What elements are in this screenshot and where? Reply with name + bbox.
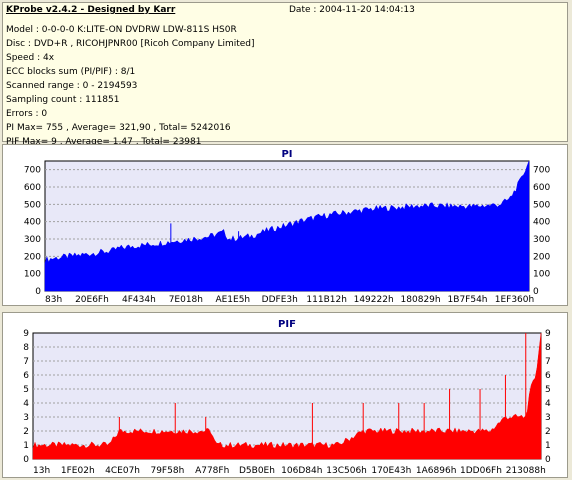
pi-x-tick-label: 1B7F54h — [448, 295, 488, 305]
pi-x-tick-label: 149222h — [354, 295, 394, 305]
pif-x-tick-label: 213088h — [506, 466, 546, 476]
pif-y-tick-right: 2 — [545, 427, 551, 437]
pif-x-tick-label: 106D84h — [281, 466, 322, 476]
pif-y-tick-right: 3 — [545, 413, 551, 423]
pi-y-tick-right: 700 — [533, 166, 550, 176]
pif-y-tick-left: 1 — [23, 441, 29, 451]
pi-y-tick-right: 600 — [533, 183, 550, 193]
pif-y-tick-right: 5 — [545, 385, 551, 395]
pi-chart: PI 0 0 100 100 200 200 300 300 400 400 500 500 600 600… — [24, 149, 551, 305]
pif-y-tick-right: 6 — [545, 371, 551, 381]
pif-x-tick-label: 4CE07h — [105, 466, 140, 476]
speed-line: Speed : 4x — [6, 53, 55, 63]
pi-y-tick-right: 400 — [533, 218, 550, 228]
errors-line: Errors : 0 — [6, 109, 48, 119]
pi-x-tick-label: 111B12h — [306, 295, 347, 305]
pif-y-tick-left: 2 — [23, 427, 29, 437]
pif-y-tick-left: 3 — [23, 413, 29, 423]
pi-x-tick-label: AE1E5h — [215, 295, 250, 305]
pif-y-tick-left: 9 — [23, 329, 29, 339]
pif-x-tick-label: 13h — [33, 466, 50, 476]
pif-y-tick-left: 7 — [23, 357, 29, 367]
pi-y-tick-left: 0 — [35, 287, 41, 297]
pi-y-tick-left: 100 — [24, 270, 41, 280]
pif-x-tick-label: 1DD06Fh — [460, 466, 502, 476]
pi-chart-panel: PI 0 0 100 100 200 200 300 300 400 400 500 500 600 600… — [2, 144, 568, 306]
pi-y-tick-left: 200 — [24, 252, 41, 262]
sampling-line: Sampling count : 111851 — [6, 95, 120, 105]
pif-y-tick-left: 5 — [23, 385, 29, 395]
pi-y-tick-right: 100 — [533, 270, 550, 280]
pi-chart-title: PI — [281, 149, 292, 160]
pi-x-tick-label: 1EF360h — [495, 295, 534, 305]
pif-y-tick-right: 9 — [545, 329, 551, 339]
pif-series-area — [32, 332, 542, 460]
pif-chart-title: PIF — [278, 319, 296, 330]
pi-y-tick-left: 300 — [24, 235, 41, 245]
app-title: KProbe v2.4.2 - Designed by Karr — [6, 5, 176, 15]
pi-y-tick-left: 500 — [24, 200, 41, 210]
pif-y-tick-right: 4 — [545, 399, 551, 409]
pif-x-tick-label: 79F58h — [150, 466, 184, 476]
pi-summary-line: PI Max= 755 , Average= 321,90 , Total= 5… — [6, 123, 231, 133]
pif-y-tick-right: 1 — [545, 441, 551, 451]
pi-y-tick-right: 300 — [533, 235, 550, 245]
pi-series-area — [44, 160, 530, 292]
pi-x-tick-label: 4F434h — [122, 295, 156, 305]
pi-x-tick-label: 180829h — [401, 295, 441, 305]
pif-y-tick-left: 4 — [23, 399, 29, 409]
pi-y-tick-left: 700 — [24, 166, 41, 176]
pi-x-tick-label: 83h — [45, 295, 62, 305]
range-line: Scanned range : 0 - 2194593 — [6, 81, 138, 91]
disc-line: Disc : DVD+R , RICOHJPNR00 [Ricoh Compan… — [6, 39, 255, 49]
pif-summary-line: PIF Max= 9 , Average= 1,47 , Total= 2398… — [6, 137, 202, 147]
pi-x-tick-label: 7E018h — [169, 295, 203, 305]
pif-y-tick-left: 8 — [23, 343, 29, 353]
pi-y-tick-right: 0 — [533, 287, 539, 297]
pif-y-tick-right: 8 — [545, 343, 551, 353]
pif-x-tick-label: A778Fh — [195, 466, 229, 476]
ecc-line: ECC blocks sum (PI/PIF) : 8/1 — [6, 67, 136, 77]
pi-y-tick-left: 400 — [24, 218, 41, 228]
info-panel: KProbe v2.4.2 - Designed by Karr Date : … — [2, 2, 568, 147]
pi-x-tick-label: 20E6Fh — [75, 295, 109, 305]
pif-x-tick-label: 170E43h — [371, 466, 411, 476]
scan-date: Date : 2004-11-20 14:04:13 — [289, 5, 415, 15]
pif-y-tick-right: 7 — [545, 357, 551, 367]
model-line: Model : 0-0-0-0 K:LITE-ON DVDRW LDW-811S… — [6, 25, 237, 35]
pif-x-tick-label: 13C506h — [326, 466, 367, 476]
pif-y-tick-left: 6 — [23, 371, 29, 381]
pif-chart: PIF 0 0 1 1 2 2 3 3 4 4 5 5 6 6 7 7 8 8 9 9 13h 1FE02h 4CE07h 79… — [23, 319, 551, 476]
pif-chart-panel: PIF 0 0 1 1 2 2 3 3 4 4 5 5 6 6 7 7 8 8 9 9 13h 1FE02h 4CE07h 79… — [2, 312, 568, 478]
pif-y-tick-left: 0 — [23, 455, 29, 465]
pi-y-tick-right: 200 — [533, 252, 550, 262]
pif-x-tick-label: 1A6896h — [416, 466, 457, 476]
pi-y-tick-right: 500 — [533, 200, 550, 210]
pif-x-tick-label: D5B0Eh — [239, 466, 275, 476]
pif-x-tick-label: 1FE02h — [61, 466, 95, 476]
pi-y-tick-left: 600 — [24, 183, 41, 193]
pif-y-tick-right: 0 — [545, 455, 551, 465]
pi-x-tick-label: DDFE3h — [262, 295, 298, 305]
